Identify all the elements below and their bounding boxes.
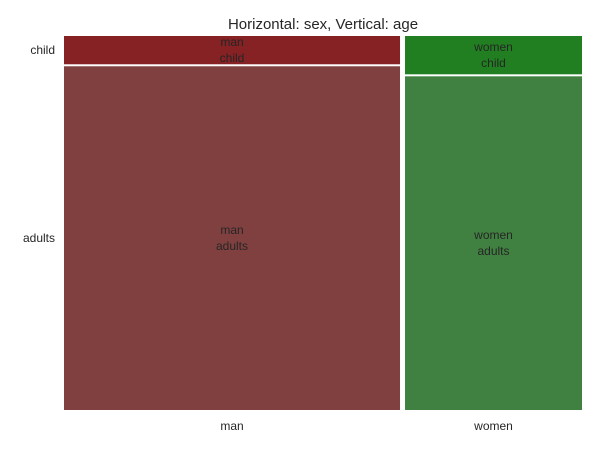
cell-label-man-child-line1: man [220, 35, 243, 49]
mosaic-cell-man-child [64, 36, 401, 65]
cell-label-women-child-line2: child [481, 56, 506, 70]
cell-label-man-adults-line1: man [220, 223, 243, 237]
cell-label-women-adults-line1: women [473, 228, 513, 242]
x-axis-tick-labels: man women [220, 419, 513, 433]
mosaic-cells: man child man adults women child women adults [64, 35, 582, 410]
cell-label-women-child-line1: women [473, 40, 513, 54]
y-tick-label-child: child [30, 43, 55, 57]
y-tick-label-adults: adults [23, 231, 55, 245]
mosaic-cell-man-adults [64, 66, 401, 410]
cell-label-women-adults-line2: adults [477, 244, 509, 258]
y-axis-tick-labels: child adults [23, 43, 55, 245]
mosaic-cell-women-adults [405, 76, 582, 410]
cell-label-man-adults-line2: adults [216, 239, 248, 253]
chart-title: Horizontal: sex, Vertical: age [228, 16, 418, 33]
x-tick-label-man: man [220, 419, 243, 433]
x-tick-label-women: women [473, 419, 513, 433]
cell-label-man-child-line2: child [220, 51, 245, 65]
mosaic-cell-women-child [405, 36, 582, 75]
